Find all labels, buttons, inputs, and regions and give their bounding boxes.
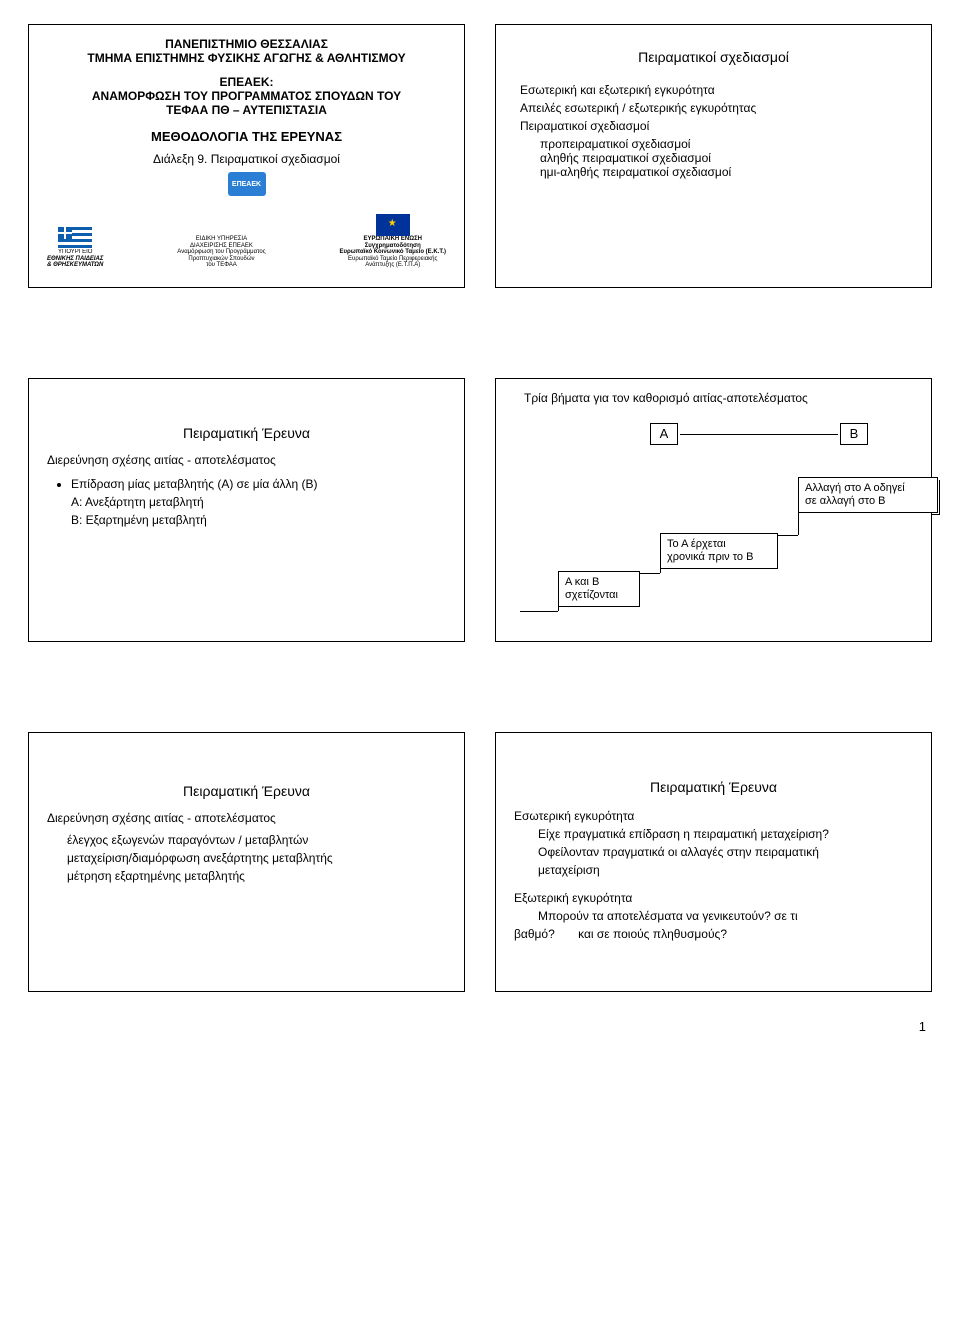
s6-h1b: Οφείλονταν πραγματικά οι αλλαγές στην πε… [538, 845, 917, 859]
methodology-label: ΜΕΘΟΔΟΛΟΓΙΑ ΤΗΣ ΕΡΕΥΝΑΣ [43, 129, 450, 144]
s6-h1: Εσωτερική εγκυρότητα [514, 809, 917, 823]
fm1: ΕΙΔΙΚΗ ΥΠΗΡΕΣΙΑ [177, 236, 265, 243]
diagram-step-2: Το Α έρχεταιχρονικά πριν το Β [660, 533, 778, 569]
causality-diagram: Α Β Α και Βσχετίζονται Το Α έρχεταιχρονικά … [520, 423, 907, 623]
slide-4: Τρία βήματα για τον καθορισμό αιτίας-απο… [495, 378, 932, 642]
slide-5: Πειραματική Έρευνα Διερεύνηση σχέσης αιτ… [28, 732, 465, 992]
diagram-connector [680, 434, 838, 435]
slide-2: Πειραματικοί σχεδιασμοί Εσωτερική και εξ… [495, 24, 932, 288]
department-label: ΤΜΗΜΑ ΕΠΙΣΤΗΜΗΣ ΦΥΣΙΚΗΣ ΑΓΩΓΗΣ & ΑΘΛΗΤΙΣ… [43, 51, 450, 65]
diagram-step-3: Αλλαγή στο Α οδηγείσε αλλαγή στο Β [798, 477, 938, 513]
s5-l2: μεταχείριση/διαμόρφωση ανεξάρτητης μεταβ… [67, 851, 450, 865]
slide-1: ΠΑΝΕΠΙΣΤΗΜΙΟ ΘΕΣΣΑΛΙΑΣ ΤΜΗΜΑ ΕΠΙΣΤΗΜΗΣ Φ… [28, 24, 465, 288]
program-line-2: ΤΕΦΑΑ ΠΘ – ΑΥΤΕΠΙΣΤΑΣΙΑ [43, 103, 450, 117]
eu-flag-icon [376, 214, 410, 236]
s2-l3b: αληθής πειραματικοί σχεδιασμοί [540, 151, 917, 165]
s2-l1: Εσωτερική και εξωτερική εγκυρότητα [520, 83, 917, 97]
diagram-box-b: Β [840, 423, 868, 445]
fr5: Ανάπτυξης (Ε.Τ.Π.Α) [365, 262, 420, 269]
s6-h2a: Μπορούν τα αποτελέσματα να γενικευτούν? … [538, 909, 917, 923]
epeaek-logo-text: ΕΠΕΑΕΚ [232, 181, 261, 188]
s2-l3: Πειραματικοί σχεδιασμοί [520, 119, 917, 133]
footer-right: ΕΥΡΩΠΑΪΚΗ ΕΝΩΣΗ Συγχρηματοδότηση Ευρωπαϊ… [339, 214, 446, 269]
s3-li3: Β: Εξαρτημένη μεταβλητή [71, 513, 450, 527]
fm5: του ΤΕΦΑΑ [177, 262, 265, 269]
slide5-title: Πειραματική Έρευνα [43, 783, 450, 799]
footer-left: ΥΠΟΥΡΓΕΙΟ ΕΘΝΙΚΗΣ ΠΑΙΔΕΙΑΣ & ΘΡΗΣΚΕΥΜΑΤΩ… [47, 227, 103, 269]
fm4: Προπτυχιακών Σπουδών [177, 256, 265, 263]
slide-grid: ΠΑΝΕΠΙΣΤΗΜΙΟ ΘΕΣΣΑΛΙΑΣ ΤΜΗΜΑ ΕΠΙΣΤΗΜΗΣ Φ… [0, 0, 960, 1016]
s2-l3a: προπειραματικοί σχεδιασμοί [540, 137, 917, 151]
lecture-label: Διάλεξη 9. Πειραματικοί σχεδιασμοί [43, 152, 450, 166]
ministry-1: ΥΠΟΥΡΓΕΙΟ [58, 249, 92, 256]
slide6-title: Πειραματική Έρευνα [510, 779, 917, 795]
program-line-1: ΑΝΑΜΟΡΦΩΣΗ ΤΟΥ ΠΡΟΓΡΑΜΜΑΤΟΣ ΣΠΟΥΔΩΝ ΤΟΥ [43, 89, 450, 103]
footer-mid: ΕΙΔΙΚΗ ΥΠΗΡΕΣΙΑ ΔΙΑΧΕΙΡΙΣΗΣ ΕΠΕΑΕΚ Αναμό… [177, 236, 265, 269]
s5-l1: έλεγχος εξωγενών παραγόντων / μεταβλητών [67, 833, 450, 847]
s6-h2: Εξωτερική εγκυρότητα [514, 891, 917, 905]
slide-6: Πειραματική Έρευνα Εσωτερική εγκυρότητα … [495, 732, 932, 992]
slide1-footer: ΥΠΟΥΡΓΕΙΟ ΕΘΝΙΚΗΣ ΠΑΙΔΕΙΑΣ & ΘΡΗΣΚΕΥΜΑΤΩ… [43, 214, 450, 269]
s3-li2: Α: Ανεξάρτητη μεταβλητή [71, 495, 450, 509]
s2-l3c: ημι-αληθής πειραματικοί σχεδιασμοί [540, 165, 917, 179]
page-number: 1 [919, 1019, 926, 1034]
slide-3: Πειραματική Έρευνα Διερεύνηση σχέσης αιτ… [28, 378, 465, 642]
ministry-3: & ΘΡΗΣΚΕΥΜΑΤΩΝ [47, 262, 103, 269]
fr2: Συγχρηματοδότηση [365, 243, 421, 250]
slide4-caption: Τρία βήματα για τον καθορισμό αιτίας-απο… [524, 391, 917, 405]
epeaek-label: ΕΠΕΑΕΚ: [43, 75, 450, 89]
university-label: ΠΑΝΕΠΙΣΤΗΜΙΟ ΘΕΣΣΑΛΙΑΣ [43, 37, 450, 51]
fm3: Αναμόρφωση του Προγράμματος [177, 249, 265, 256]
s5-l3: μέτρηση εξαρτημένης μεταβλητής [67, 869, 450, 883]
page-footer: 1 [0, 1016, 960, 1046]
diagram-step-1: Α και Βσχετίζονται [558, 571, 640, 607]
s3-li1: Επίδραση μίας μεταβλητής (Α) σε μία άλλη… [71, 477, 450, 491]
s6-h2b: βαθμό? και σε ποιούς πληθυσμούς? [514, 927, 917, 941]
slide2-title: Πειραματικοί σχεδιασμοί [510, 49, 917, 65]
stair-seg-0 [520, 611, 558, 612]
fr3: Ευρωπαϊκό Κοινωνικό Ταμείο (Ε.Κ.Τ.) [339, 249, 446, 256]
greece-flag-icon [58, 227, 92, 249]
epeaek-logo-icon: ΕΠΕΑΕΚ [228, 172, 266, 196]
slide5-sub: Διερεύνηση σχέσης αιτίας - αποτελέσματος [47, 811, 450, 825]
fr1: ΕΥΡΩΠΑΪΚΗ ΕΝΩΣΗ [363, 236, 422, 243]
ministry-2: ΕΘΝΙΚΗΣ ΠΑΙΔΕΙΑΣ [47, 256, 103, 263]
slide3-list: Επίδραση μίας μεταβλητής (Α) σε μία άλλη… [71, 477, 450, 527]
s2-l2: Απειλές εσωτερική / εξωτερικής εγκυρότητ… [520, 101, 917, 115]
s6-h1c: μεταχείριση [538, 863, 917, 877]
s6-h1a: Είχε πραγματικά επίδραση η πειραματική μ… [538, 827, 917, 841]
slide3-title: Πειραματική Έρευνα [43, 425, 450, 441]
diagram-box-a: Α [650, 423, 678, 445]
slide3-sub: Διερεύνηση σχέσης αιτίας - αποτελέσματος [47, 453, 450, 467]
